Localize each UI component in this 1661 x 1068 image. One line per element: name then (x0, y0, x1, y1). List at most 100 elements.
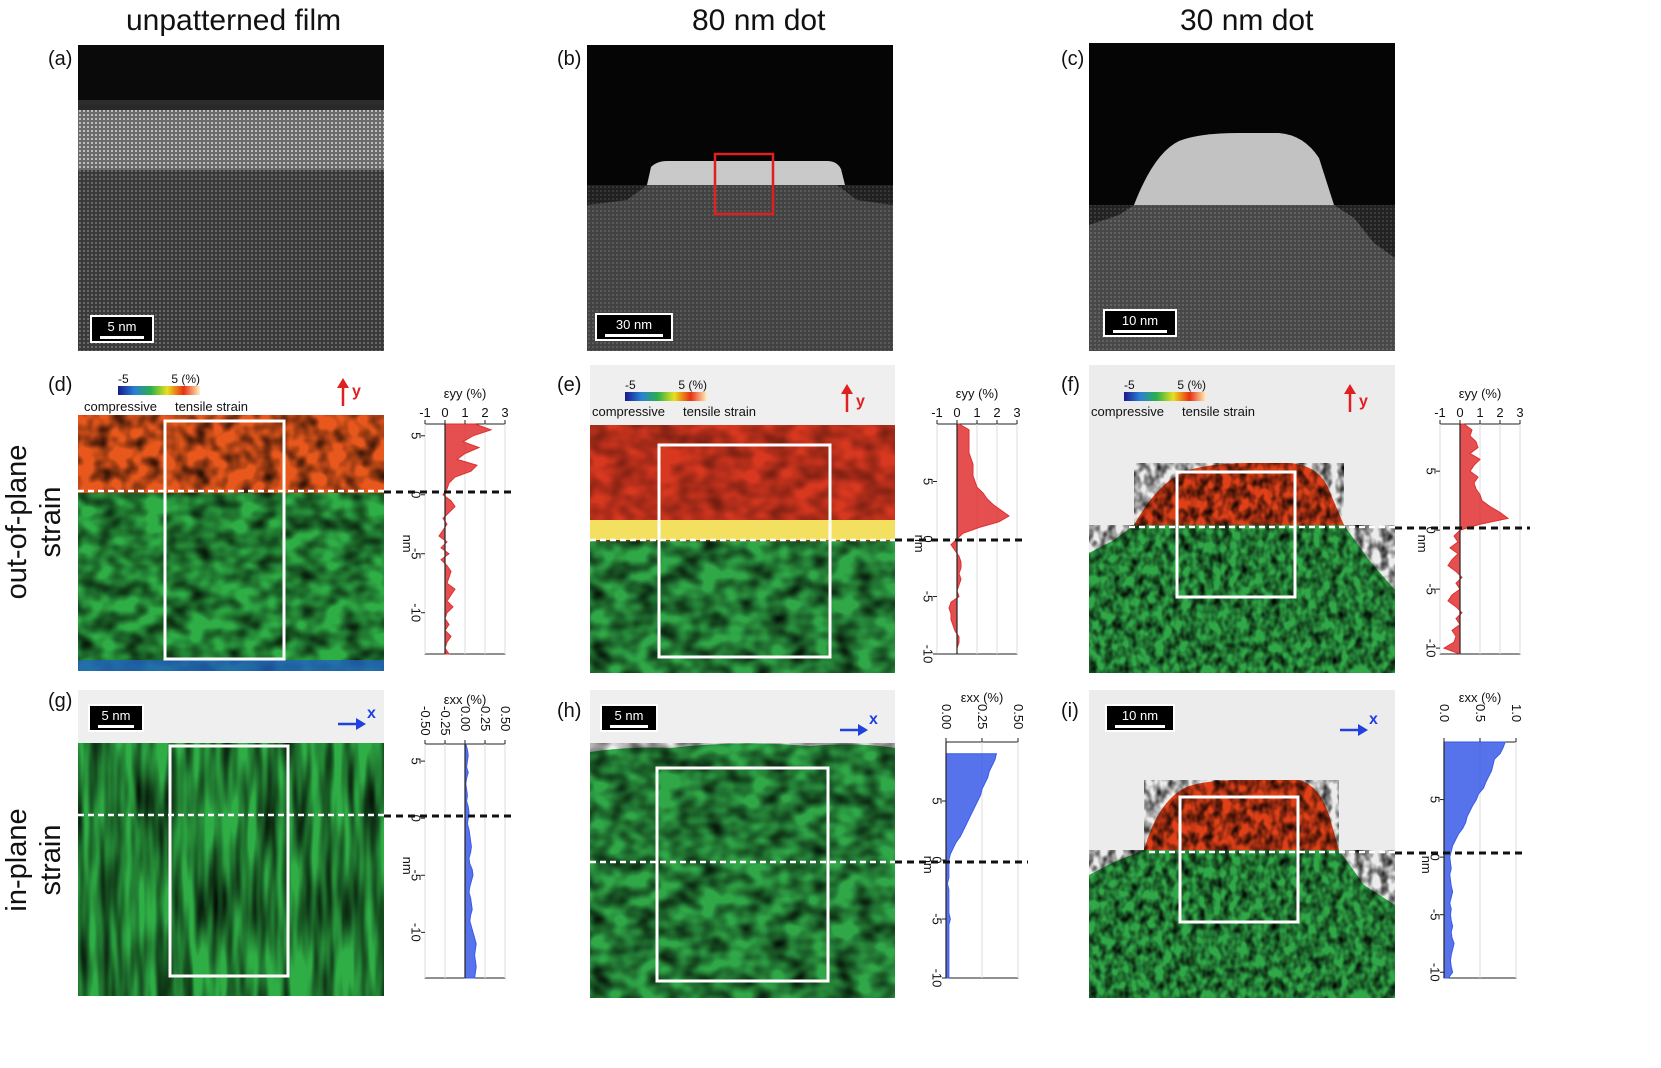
y-arrow-label-d: y (352, 383, 361, 400)
profile-xtick-label-g-2: 0.00 (458, 706, 473, 731)
profile-xlabel-f: εyy (%) (1459, 386, 1502, 401)
strain-map-i: 10 nm (1089, 690, 1395, 998)
colorbar-d-min: -5 (118, 372, 129, 386)
profile-xtick-label-d-3: 2 (481, 405, 488, 420)
profile-ytick-label-h-2: -5 (930, 913, 945, 925)
profile-xtick-label-d-2: 1 (461, 405, 468, 420)
profile-ytick-label-f-0: 5 (1424, 468, 1439, 475)
panel-label-c: (c) (1061, 48, 1085, 70)
scale-bar-h: 5 nm (600, 704, 658, 732)
profile-xtick-label-g-1: -0.25 (438, 706, 453, 736)
colorbar-e-gradient (625, 392, 707, 401)
scale-bar-b: 30 nm (595, 313, 673, 341)
y-arrow-icon-d: y (337, 378, 361, 406)
tem-image-unpatterned-film: 5 nm (78, 45, 384, 351)
profile-ytick-label-g-2: -5 (409, 869, 424, 881)
colorbar-e-max: 5 (%) (678, 378, 707, 392)
profile-ytick-label-e-1: 0 (921, 535, 936, 542)
column-title-30nm-dot: 30 nm dot (1180, 4, 1314, 37)
scale-bar-a-label: 5 nm (107, 319, 137, 334)
profile-xtick-label-i-1: 0.5 (1473, 704, 1488, 722)
profile-ytick-label-h-1: 0 (930, 856, 945, 863)
colorbar-e-label-left: compressive (592, 404, 665, 419)
profile-xtick-label-e-2: 1 (973, 405, 980, 420)
profile-ytick-label-d-3: -10 (409, 603, 424, 622)
scale-bar-h-label: 5 nm (614, 708, 644, 723)
panel-label-a: (a) (48, 48, 73, 70)
x-arrow-label-h: x (869, 711, 878, 728)
profile-xtick-label-f-4: 3 (1516, 405, 1523, 420)
colorbar-d-label-left: compressive (84, 399, 157, 414)
x-arrow-label-g: x (367, 705, 376, 722)
scale-bar-i: 10 nm (1105, 704, 1175, 732)
profile-ytick-label-d-0: 5 (409, 432, 424, 439)
column-title-80nm-dot: 80 nm dot (692, 4, 826, 37)
x-arrow-icon-g: x (338, 705, 376, 730)
profile-ytick-label-g-1: 0 (409, 815, 424, 822)
profile-ytick-label-f-3: -10 (1424, 639, 1439, 658)
column-title-unpatterned-film: unpatterned film (126, 4, 342, 37)
profile-area-h (945, 753, 998, 979)
scale-bar-i-label: 10 nm (1121, 708, 1159, 723)
profile-xlabel-g: εxx (%) (444, 692, 487, 707)
colorbar-f-label-right: tensile strain (1182, 404, 1255, 419)
tem-image-30nm-dot: 10 nm (1089, 43, 1395, 351)
profile-xlabel-h: εxx (%) (961, 690, 1004, 705)
profile-xtick-label-h-2: 0.50 (1011, 704, 1026, 729)
profile-xtick-label-f-0: -1 (1434, 405, 1446, 420)
profile-ytick-label-i-0: 5 (1428, 796, 1443, 803)
profile-xtick-label-f-2: 1 (1476, 405, 1483, 420)
colorbar-e: -5 5 (%) (625, 378, 707, 401)
profile-xlabel-i: εxx (%) (1459, 690, 1502, 705)
colorbar-d-gradient (118, 386, 200, 395)
scale-bar-c-label: 10 nm (1121, 313, 1159, 328)
profile-xtick-label-g-4: 0.50 (498, 706, 513, 731)
profile-ylabel-f: nm (1415, 535, 1430, 553)
colorbar-e-min: -5 (625, 378, 636, 392)
profile-xtick-label-d-4: 3 (501, 405, 508, 420)
profile-ytick-label-e-2: -5 (921, 591, 936, 603)
profile-ylabel-e: nm (912, 535, 927, 553)
profile-ytick-label-i-3: -10 (1428, 963, 1443, 982)
profile-ytick-label-g-0: 5 (409, 758, 424, 765)
profile-xlabel-d: εyy (%) (444, 386, 487, 401)
profile-ytick-label-f-1: 0 (1424, 527, 1439, 534)
profile-xtick-label-d-1: 0 (441, 405, 448, 420)
profile-xtick-label-h-1: 0.25 (975, 704, 990, 729)
profile-xtick-label-e-3: 2 (993, 405, 1000, 420)
profile-ytick-label-d-2: -5 (409, 548, 424, 560)
profile-xtick-label-d-0: -1 (419, 405, 431, 420)
profile-xtick-label-f-3: 2 (1496, 405, 1503, 420)
profile-xlabel-e: εyy (%) (956, 386, 999, 401)
profile-ytick-label-h-3: -10 (930, 969, 945, 988)
profile-xtick-label-e-1: 0 (953, 405, 960, 420)
panel-label-b: (b) (557, 48, 582, 70)
x-arrow-label-i: x (1369, 711, 1378, 728)
x-arrow-icon-h: x (840, 711, 878, 736)
profile-xtick-label-g-3: 0.25 (478, 706, 493, 731)
profile-ylabel-h: nm (921, 856, 936, 874)
profile-ytick-label-f-2: -5 (1424, 583, 1439, 595)
profile-ylabel-d: nm (400, 535, 415, 553)
profile-ylabel-g: nm (400, 857, 415, 875)
scale-bar-c: 10 nm (1103, 309, 1177, 337)
scale-bar-g-label: 5 nm (101, 708, 131, 723)
profile-ytick-label-d-1: 0 (409, 491, 424, 498)
profile-xtick-label-i-2: 1.0 (1509, 704, 1524, 722)
profile-ytick-label-h-0: 5 (930, 797, 945, 804)
profile-area-d (438, 423, 493, 655)
profile-ytick-label-g-3: -10 (409, 923, 424, 942)
scale-bar-b-label: 30 nm (615, 317, 653, 332)
strain-map-g: 5 nm (78, 690, 384, 996)
colorbar-f-min: -5 (1124, 378, 1135, 392)
strain-map-h: 5 nm (590, 690, 895, 998)
profile-ytick-label-i-1: 0 (1428, 854, 1443, 861)
profile-ytick-label-i-2: -5 (1428, 909, 1443, 921)
panel-label-e: (e) (557, 374, 582, 396)
profile-xtick-label-f-1: 0 (1456, 405, 1463, 420)
profile-xtick-label-h-0: 0.00 (939, 704, 954, 729)
scale-bar-g: 5 nm (88, 704, 144, 732)
y-arrow-icon-f: y (1344, 384, 1368, 412)
x-arrow-icon-i: x (1340, 711, 1378, 736)
